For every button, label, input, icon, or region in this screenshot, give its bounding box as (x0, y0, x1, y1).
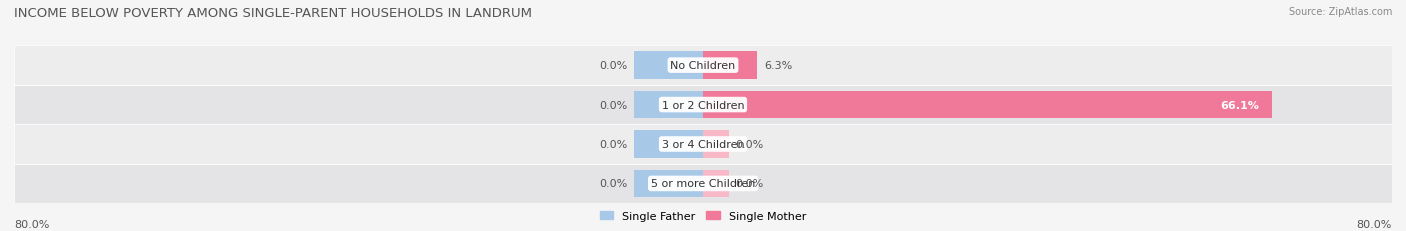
Text: 1 or 2 Children: 1 or 2 Children (662, 100, 744, 110)
Text: 0.0%: 0.0% (599, 139, 627, 149)
Bar (14, 164, 1392, 203)
Text: 66.1%: 66.1% (1220, 100, 1260, 110)
Bar (634, 170, 703, 197)
Bar (14, 46, 1392, 85)
Bar (634, 131, 703, 158)
Text: 3 or 4 Children: 3 or 4 Children (662, 139, 744, 149)
Text: 80.0%: 80.0% (1357, 219, 1392, 229)
Text: 0.0%: 0.0% (599, 100, 627, 110)
Bar (703, 170, 728, 197)
Bar (634, 52, 703, 79)
Bar (14, 85, 1392, 125)
Text: Source: ZipAtlas.com: Source: ZipAtlas.com (1288, 7, 1392, 17)
Bar (703, 52, 758, 79)
Text: 0.0%: 0.0% (735, 139, 763, 149)
Text: 80.0%: 80.0% (14, 219, 49, 229)
Text: 6.3%: 6.3% (763, 61, 793, 71)
Legend: Single Father, Single Mother: Single Father, Single Mother (596, 207, 810, 225)
Bar (634, 91, 703, 119)
Bar (703, 131, 728, 158)
Text: No Children: No Children (671, 61, 735, 71)
Bar (703, 91, 1272, 119)
Text: 0.0%: 0.0% (599, 61, 627, 71)
Text: 5 or more Children: 5 or more Children (651, 179, 755, 189)
Text: 0.0%: 0.0% (599, 179, 627, 189)
Bar (14, 125, 1392, 164)
Text: 0.0%: 0.0% (735, 179, 763, 189)
Text: INCOME BELOW POVERTY AMONG SINGLE-PARENT HOUSEHOLDS IN LANDRUM: INCOME BELOW POVERTY AMONG SINGLE-PARENT… (14, 7, 531, 20)
